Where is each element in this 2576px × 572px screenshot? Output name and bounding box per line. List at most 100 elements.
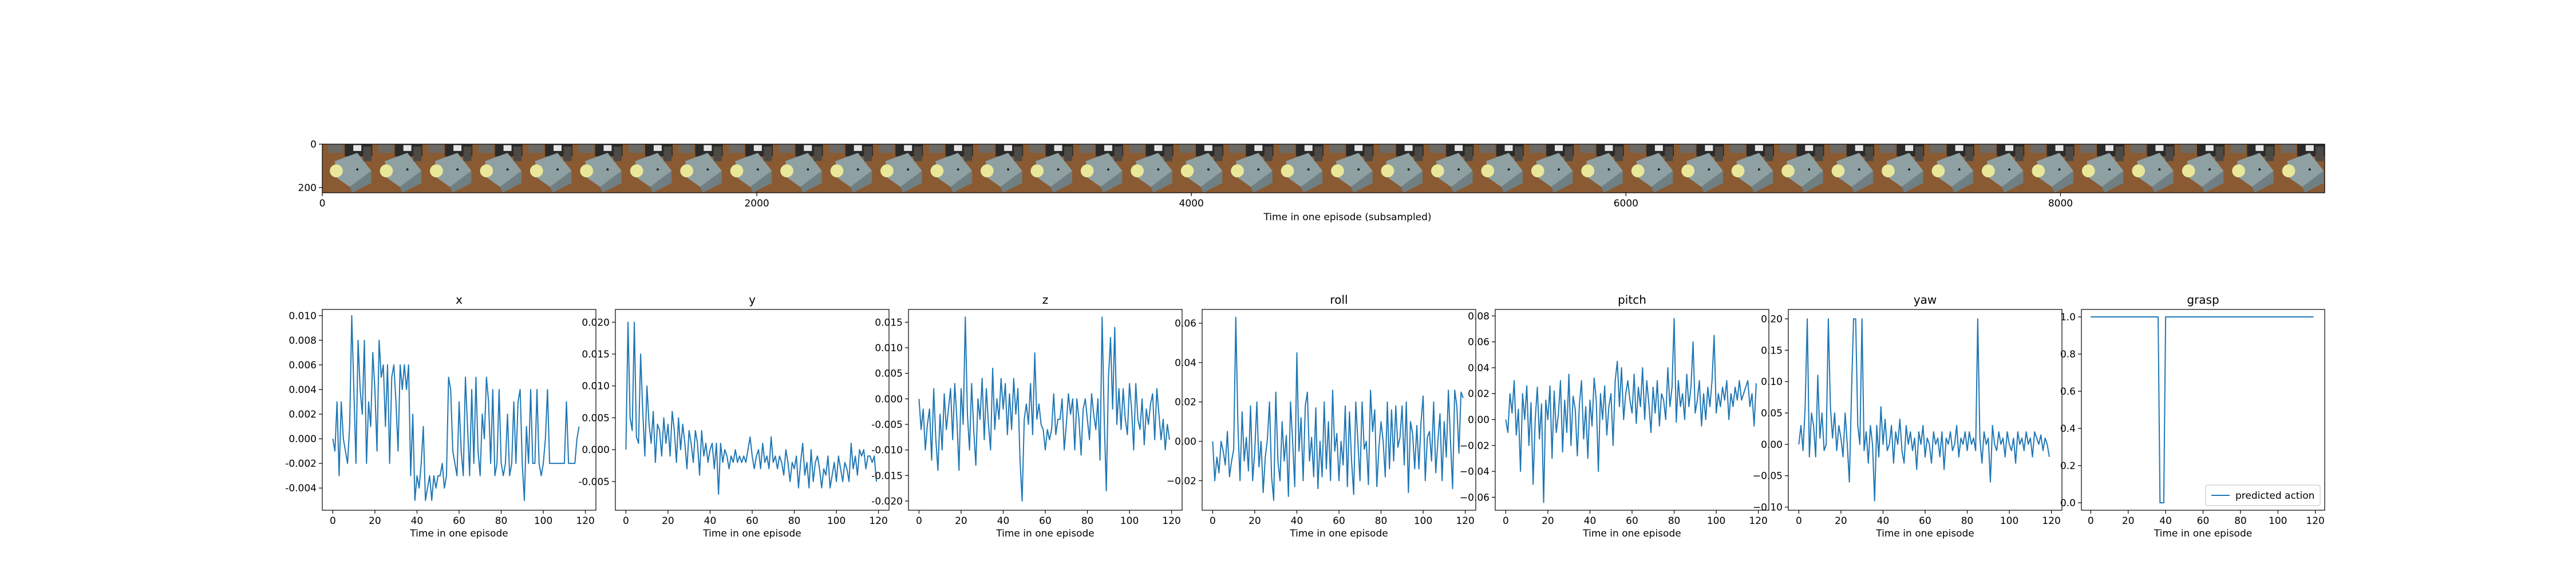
xtick-label: 80 xyxy=(1081,515,1094,527)
subplot-z: z 0 20 40 60 80 100 120 -0.020 -0.015 -0.010 -0.005… xyxy=(871,293,1183,539)
ytick-label: -0.020 xyxy=(871,496,903,507)
episode-frame xyxy=(2074,144,2125,193)
ytick-label: 0.015 xyxy=(875,317,903,328)
xtick-label: 40 xyxy=(1584,515,1597,527)
episode-frame xyxy=(1523,144,1574,193)
xtick-label: 0 xyxy=(1210,515,1216,527)
xtick-label: 20 xyxy=(1835,515,1847,527)
episode-frame xyxy=(973,144,1024,193)
ytick-label: 0.005 xyxy=(875,368,903,380)
ytick-label: 0.0 xyxy=(2060,498,2076,509)
ytick-label: 0.02 xyxy=(1468,388,1490,400)
episode-frame xyxy=(1874,144,1925,193)
xtick-label: 20 xyxy=(662,515,674,527)
ytick-label: 0.06 xyxy=(1468,337,1490,348)
episode-frame xyxy=(872,144,923,193)
ytick-label: 1.0 xyxy=(2060,312,2076,323)
ytick-label: 0.004 xyxy=(289,384,317,396)
xtick-label: 0 xyxy=(916,515,922,527)
ytick-label: 0.04 xyxy=(1175,357,1196,369)
subplot-title: grasp xyxy=(2187,293,2219,307)
subplot-y: y 0 20 40 60 80 100 120 -0.005 0.000 0.005 0.010 0.0… xyxy=(578,293,890,539)
episode-frame xyxy=(673,144,724,193)
ytick-label: 0.15 xyxy=(1761,345,1783,356)
ytick-label: 0.04 xyxy=(1468,363,1490,374)
legend-box xyxy=(2205,484,2321,506)
xtick-label: 120 xyxy=(576,515,594,527)
xtick-label: 120 xyxy=(2306,515,2324,527)
xlabel: Time in one episode xyxy=(2154,528,2252,539)
filmstrip-xtick-label: 6000 xyxy=(1614,198,1638,209)
ytick-label: 0.6 xyxy=(2060,386,2076,398)
series-line xyxy=(1212,316,1464,501)
ytick-label: 0.006 xyxy=(289,360,317,371)
xtick-label: 40 xyxy=(704,515,717,527)
xtick-label: 20 xyxy=(2122,515,2135,527)
filmstrip-xtick-label: 0 xyxy=(319,198,326,209)
xtick-label: 40 xyxy=(2159,515,2172,527)
episode-frame xyxy=(572,144,623,193)
episode-frame xyxy=(372,144,423,193)
episode-frame xyxy=(1574,144,1625,193)
xlabel: Time in one episode xyxy=(409,528,508,539)
xtick-label: 60 xyxy=(1039,515,1052,527)
xtick-label: 80 xyxy=(1668,515,1681,527)
ytick-label: −0.04 xyxy=(1460,466,1490,478)
xtick-label: 60 xyxy=(1333,515,1345,527)
xtick-label: 60 xyxy=(2197,515,2210,527)
plot-area xyxy=(1788,309,2062,510)
ytick-label: 0.005 xyxy=(582,412,610,424)
ytick-label: −0.02 xyxy=(1460,440,1490,452)
ytick-label: 0.000 xyxy=(289,434,317,445)
episode-frame xyxy=(622,144,673,193)
ytick-label: 0.05 xyxy=(1761,408,1783,419)
xlabel: Time in one episode xyxy=(702,528,801,539)
xtick-label: 100 xyxy=(1414,515,1432,527)
ytick-label: 0.015 xyxy=(582,349,610,360)
subplot-roll: roll 0 20 40 60 80 100 120 −0.02 0.00 0.02 0.04 0.06… xyxy=(1167,293,1476,539)
ytick-label: −0.10 xyxy=(1753,502,1783,514)
xtick-label: 80 xyxy=(2234,515,2247,527)
episode-frame xyxy=(2225,144,2275,193)
xtick-label: 100 xyxy=(2269,515,2287,527)
xtick-label: 20 xyxy=(955,515,967,527)
episode-frame xyxy=(522,144,573,193)
episode-frame xyxy=(1373,144,1424,193)
series-line xyxy=(1798,318,2050,502)
ytick-label: 0.002 xyxy=(289,409,317,420)
xtick-label: 20 xyxy=(369,515,381,527)
ytick-label: 0.10 xyxy=(1761,376,1783,388)
xtick-label: 120 xyxy=(2042,515,2060,527)
xtick-label: 80 xyxy=(1375,515,1388,527)
series-line xyxy=(332,315,580,501)
xtick-label: 60 xyxy=(1919,515,1931,527)
ytick-label: 0.00 xyxy=(1468,414,1490,426)
xtick-label: 60 xyxy=(746,515,758,527)
episode-frame xyxy=(1173,144,1224,193)
filmstrip-xtick-label: 2000 xyxy=(744,198,769,209)
xtick-label: 40 xyxy=(1291,515,1303,527)
series-line xyxy=(918,316,1170,502)
episode-frame xyxy=(2274,144,2325,193)
xtick-label: 100 xyxy=(1120,515,1139,527)
series-line xyxy=(625,321,877,495)
xtick-label: 80 xyxy=(1961,515,1974,527)
xlabel: Time in one episode xyxy=(1582,528,1681,539)
episode-frame xyxy=(1123,144,1174,193)
ytick-label: 0.20 xyxy=(1761,313,1783,325)
subplot-grasp: grasp 0 20 40 60 80 100 120 0.0 0.2 0.4 0.6 0.8 1.0 Ti… xyxy=(2060,293,2325,539)
xtick-label: 120 xyxy=(1162,515,1180,527)
xtick-label: 100 xyxy=(827,515,846,527)
episode-frame xyxy=(1824,144,1875,193)
ytick-label: 0.020 xyxy=(582,317,610,328)
ytick-label: −0.02 xyxy=(1167,475,1196,487)
ytick-label: 0.000 xyxy=(875,394,903,405)
ytick-label: 0.2 xyxy=(2060,460,2076,472)
xlabel: Time in one episode xyxy=(995,528,1094,539)
xtick-label: 0 xyxy=(1796,515,1802,527)
ytick-label: -0.010 xyxy=(871,445,903,456)
episode-frame xyxy=(773,144,823,193)
episode-frame xyxy=(1323,144,1374,193)
